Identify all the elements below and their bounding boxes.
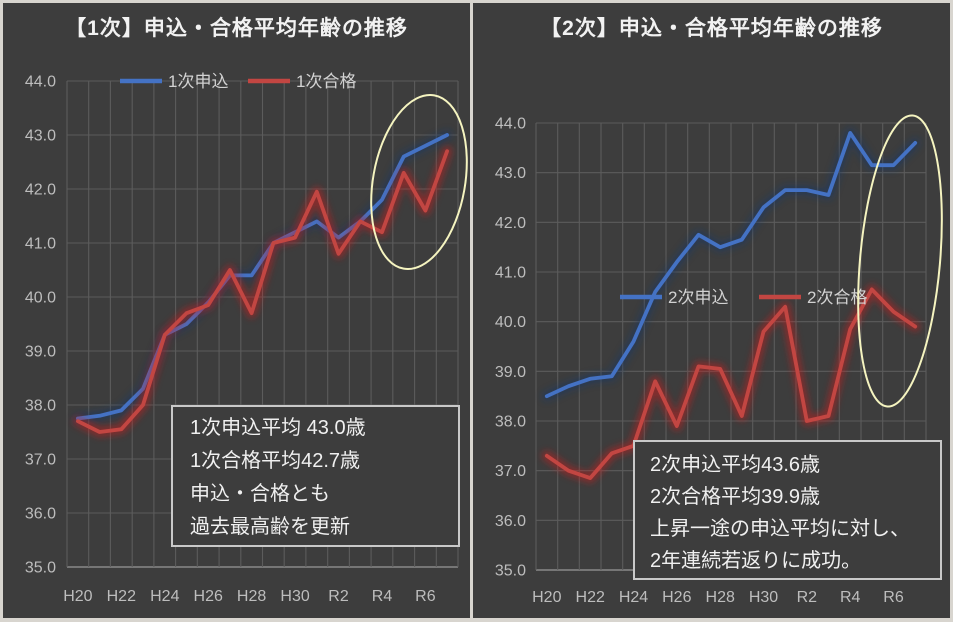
annotation-line: 2年連続若返りに成功。: [650, 550, 862, 572]
y-axis-label: 39.0: [495, 364, 526, 381]
x-axis-label: H20: [532, 589, 561, 606]
y-axis-label: 37.0: [25, 452, 56, 469]
series-line-0: [544, 130, 918, 399]
y-axis-label: 35.0: [25, 560, 56, 577]
x-axis-label: H20: [63, 588, 92, 605]
y-axis-label: 40.0: [495, 314, 526, 331]
x-axis-label: H28: [706, 589, 735, 606]
y-axis-label: 41.0: [25, 236, 56, 253]
legend-label: 1次申込: [168, 72, 228, 91]
highlight-ellipse: [370, 93, 468, 271]
dashboard-background: 【1次】申込・合格平均年齢の推移 35.0 36.0 37.0 38.0 39.0 40.…: [3, 3, 950, 618]
first-stage-annotation-box: 1次申込平均 43.0歳 1次合格平均42.7歳 申込・合格とも 過去最高齢を更…: [171, 405, 460, 547]
y-axis-label: 35.0: [495, 563, 526, 580]
legend-label: 2次合格: [807, 288, 867, 307]
second-stage-chart-panel: 【2次】申込・合格平均年齢の推移 35.0 36.0 37.0 38.0 39.0 40.…: [473, 3, 950, 618]
x-axis-label: H28: [237, 588, 266, 605]
x-axis-label: H22: [107, 588, 136, 605]
annotation-line: 1次申込平均 43.0歳: [190, 417, 366, 439]
first-stage-chart-title: 【1次】申込・合格平均年齢の推移: [65, 17, 408, 40]
x-axis-label: H30: [280, 588, 309, 605]
y-axis-label: 44.0: [25, 74, 56, 91]
x-axis-label: H26: [662, 589, 691, 606]
legend-label: 2次申込: [668, 288, 728, 307]
y-axis-label: 36.0: [25, 506, 56, 523]
x-axis-label: R6: [415, 588, 436, 605]
y-axis-label: 40.0: [25, 290, 56, 307]
highlight-ellipse: [857, 114, 943, 408]
series-line-1: [544, 287, 918, 481]
x-axis-label: R4: [840, 589, 861, 606]
first-stage-chart-panel: 【1次】申込・合格平均年齢の推移 35.0 36.0 37.0 38.0 39.0 40.…: [3, 3, 470, 618]
annotation-line: 過去最高齢を更新: [190, 516, 350, 538]
y-axis-label: 37.0: [495, 463, 526, 480]
x-axis-label: H24: [619, 589, 648, 606]
x-axis-label: H22: [576, 589, 605, 606]
annotation-line: 1次合格平均42.7歳: [190, 450, 361, 472]
x-axis-label: H30: [749, 589, 778, 606]
annotation-line: 申込・合格とも: [190, 483, 330, 505]
y-axis-label: 42.0: [495, 215, 526, 232]
y-axis-label: 39.0: [25, 344, 56, 361]
y-axis-label: 38.0: [25, 398, 56, 415]
panel-divider: [470, 3, 473, 618]
x-axis-label: H26: [194, 588, 223, 605]
legend-label: 1次合格: [296, 72, 356, 91]
y-axis-label: 38.0: [495, 414, 526, 431]
series-line-1: [76, 149, 450, 434]
x-axis-label: R4: [372, 588, 393, 605]
annotation-line: 2次合格平均39.9歳: [650, 486, 821, 508]
y-axis-label: 43.0: [495, 165, 526, 182]
x-axis-label: R2: [328, 588, 349, 605]
y-axis-label: 41.0: [495, 265, 526, 282]
second-stage-annotation-box: 2次申込平均43.6歳 2次合格平均39.9歳 上昇一途の申込平均に対し、 2年…: [633, 440, 942, 580]
x-axis-label: H24: [150, 588, 179, 605]
y-axis-label: 36.0: [495, 513, 526, 530]
annotation-line: 2次申込平均43.6歳: [650, 454, 821, 476]
y-axis-label: 43.0: [25, 128, 56, 145]
y-axis-label: 42.0: [25, 182, 56, 199]
y-axis-label: 44.0: [495, 116, 526, 133]
series-line-0: [76, 133, 450, 421]
second-stage-chart-title: 【2次】申込・合格平均年齢の推移: [540, 17, 883, 40]
annotation-line: 上昇一途の申込平均に対し、: [650, 518, 910, 540]
x-axis-label: R6: [883, 589, 904, 606]
x-axis-label: R2: [797, 589, 818, 606]
